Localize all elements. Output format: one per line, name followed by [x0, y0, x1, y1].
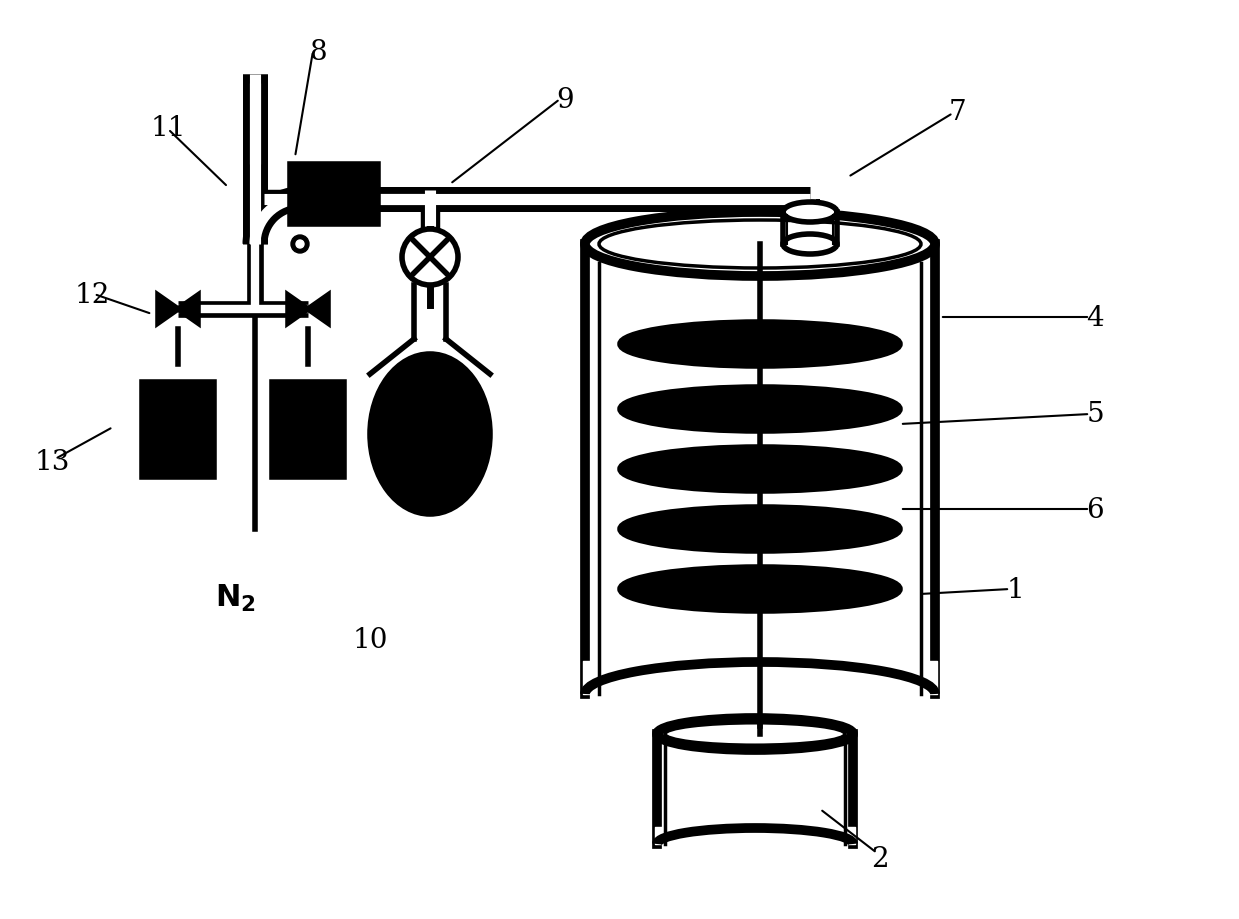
Text: 10: 10: [352, 626, 388, 652]
Text: 6: 6: [1087, 496, 1104, 523]
Text: 4: 4: [1087, 304, 1104, 331]
Text: 5: 5: [1087, 401, 1104, 428]
Text: 2: 2: [871, 845, 888, 872]
Ellipse shape: [620, 567, 900, 611]
Circle shape: [401, 230, 458, 286]
Polygon shape: [159, 296, 178, 323]
Circle shape: [296, 241, 304, 249]
Bar: [290, 165, 378, 225]
Text: 1: 1: [1006, 576, 1023, 603]
Ellipse shape: [598, 221, 921, 268]
Ellipse shape: [370, 355, 489, 515]
Text: 13: 13: [35, 448, 69, 475]
Ellipse shape: [620, 323, 900, 367]
Circle shape: [291, 236, 309, 254]
Ellipse shape: [665, 723, 845, 745]
Text: 8: 8: [310, 39, 327, 65]
Text: 9: 9: [556, 86, 574, 113]
Bar: [273, 382, 344, 477]
Ellipse shape: [620, 448, 900, 492]
Ellipse shape: [585, 213, 935, 277]
Polygon shape: [309, 296, 328, 323]
Ellipse shape: [783, 203, 838, 222]
Text: 11: 11: [150, 114, 186, 142]
Text: 12: 12: [74, 281, 110, 308]
Ellipse shape: [620, 507, 900, 551]
Ellipse shape: [783, 234, 838, 255]
Text: $\mathbf{N_2}$: $\mathbf{N_2}$: [214, 582, 255, 613]
Text: 3: 3: [792, 731, 809, 757]
Bar: [142, 382, 214, 477]
Polygon shape: [178, 296, 198, 323]
Ellipse shape: [620, 388, 900, 432]
Polygon shape: [287, 296, 309, 323]
Ellipse shape: [657, 719, 852, 750]
Text: 7: 7: [949, 98, 966, 125]
